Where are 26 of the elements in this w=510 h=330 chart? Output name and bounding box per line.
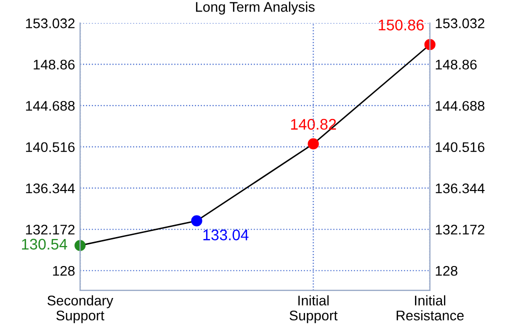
data-label: 140.82 xyxy=(291,118,336,130)
x-tick-label: Initial Support xyxy=(290,295,338,324)
point xyxy=(74,240,86,252)
y2-tick-label: 144.688 xyxy=(436,100,484,111)
data-label: 150.86 xyxy=(378,20,424,30)
y2-tick-label: 136.344 xyxy=(436,183,485,194)
data-label: 133.04 xyxy=(203,230,249,240)
y2-tick-label: 140.516 xyxy=(436,142,484,152)
y-tick-label: 140.516 xyxy=(26,142,75,152)
y2-tick-label: 132.172 xyxy=(436,224,484,235)
y2-tick-label: 153.032 xyxy=(436,18,484,28)
y-tick-label: 144.688 xyxy=(26,100,75,111)
x-tick-label: Initial Resistance xyxy=(396,295,464,320)
point xyxy=(191,215,202,226)
chart-title: Long Term Analysis xyxy=(196,2,315,15)
y-tick-label: 136.344 xyxy=(26,183,75,194)
x-tick-label: Secondary Support xyxy=(48,295,114,324)
point xyxy=(308,138,319,150)
y-tick-label: 153.032 xyxy=(26,18,75,28)
data-label: 130.54 xyxy=(22,238,68,250)
y-tick-label: 128 xyxy=(53,266,75,276)
y2-tick-label: 148.86 xyxy=(436,60,477,70)
y2-tick-label: 128 xyxy=(436,266,458,276)
y-tick-label: 148.86 xyxy=(34,60,75,70)
y-tick-label: 132.172 xyxy=(26,224,75,235)
point xyxy=(424,39,436,50)
